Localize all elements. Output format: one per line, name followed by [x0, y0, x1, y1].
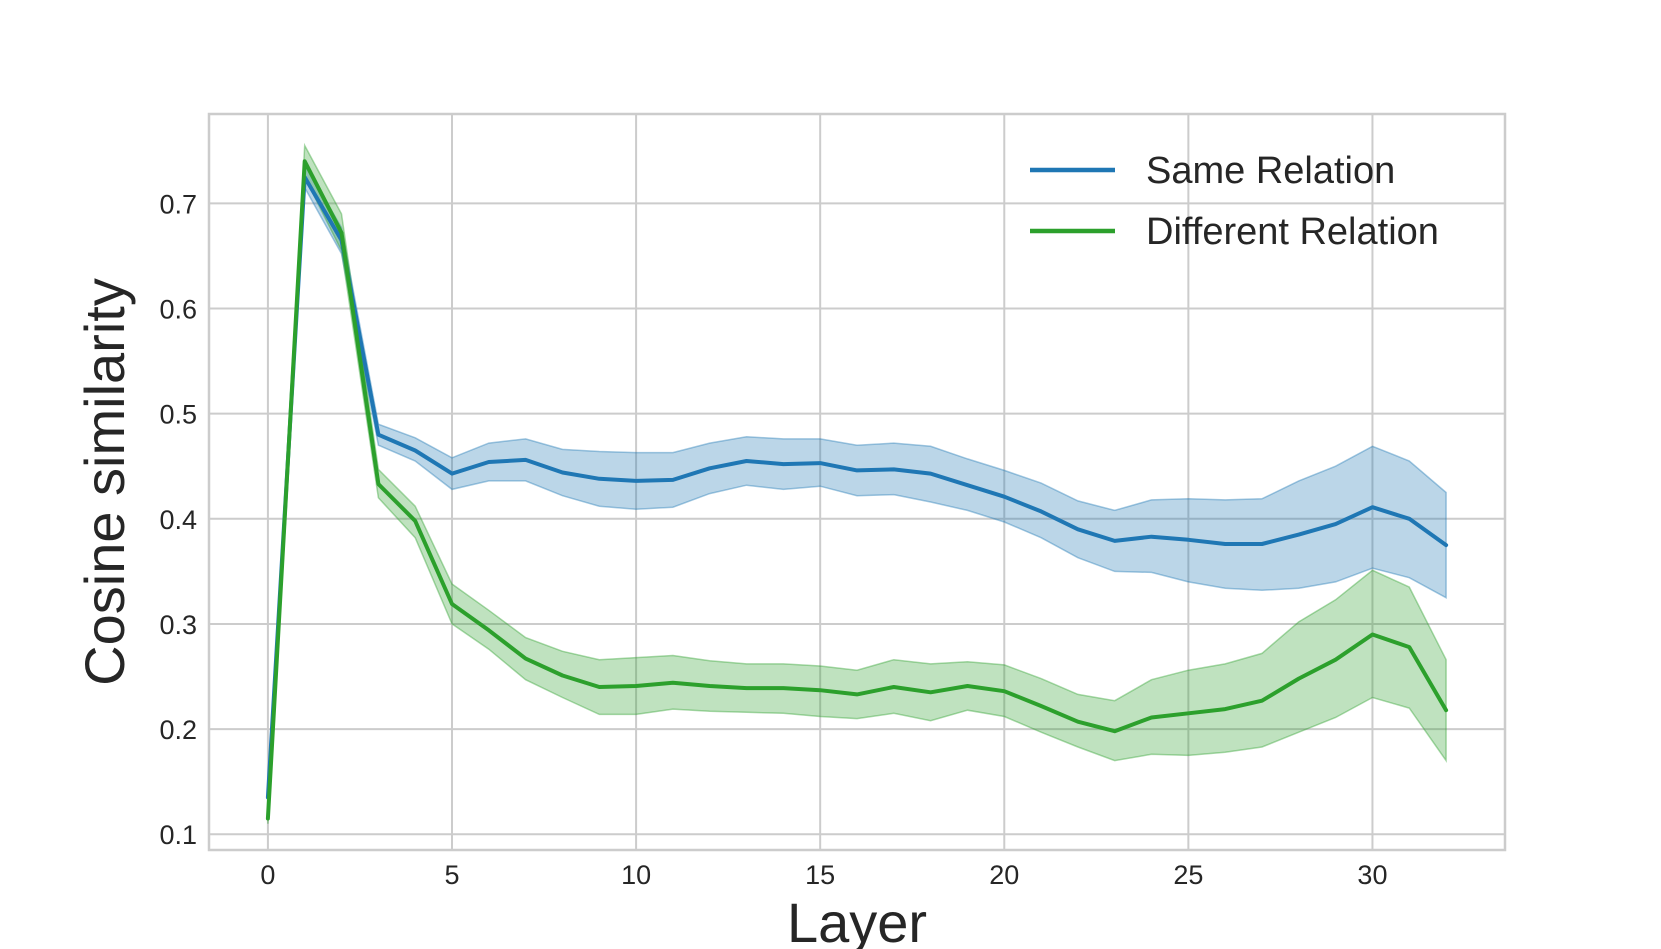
- confidence-band: [267, 161, 1447, 803]
- y-tick-label: 0.5: [159, 400, 197, 430]
- confidence-band: [267, 142, 1447, 824]
- legend: Same Relation Different Relation: [1030, 150, 1439, 253]
- series-lines: [265, 159, 1449, 821]
- x-axis-title: Layer: [787, 891, 927, 949]
- y-axis-title: Cosine similarity: [73, 278, 136, 686]
- y-tick-label: 0.1: [159, 820, 197, 850]
- x-tick-label: 25: [1173, 860, 1203, 890]
- x-tick-label: 15: [805, 860, 835, 890]
- y-tick-label: 0.2: [159, 715, 197, 745]
- plot-frame: [207, 112, 1507, 852]
- confidence-bands: [267, 142, 1447, 824]
- y-tick-label: 0.6: [159, 295, 197, 325]
- y-tick-label: 0.7: [159, 189, 197, 219]
- legend-label: Same Relation: [1146, 150, 1395, 192]
- series-line: [265, 159, 1449, 821]
- x-tick-label: 5: [444, 860, 459, 890]
- legend-label: Different Relation: [1146, 211, 1439, 253]
- x-tick-label: 20: [989, 860, 1019, 890]
- y-tick-label: 0.3: [159, 610, 197, 640]
- y-tick-label: 0.4: [159, 505, 197, 535]
- x-tick-label: 0: [260, 860, 275, 890]
- y-tick-labels: 0.1 0.2 0.3 0.4 0.5 0.6 0.7: [159, 189, 197, 850]
- plot-area: [209, 114, 1505, 850]
- x-tick-labels: 0 5 10 15 20 25 30: [260, 860, 1387, 890]
- x-tick-label: 30: [1357, 860, 1387, 890]
- series-line: [265, 175, 1449, 800]
- x-tick-label: 10: [621, 860, 651, 890]
